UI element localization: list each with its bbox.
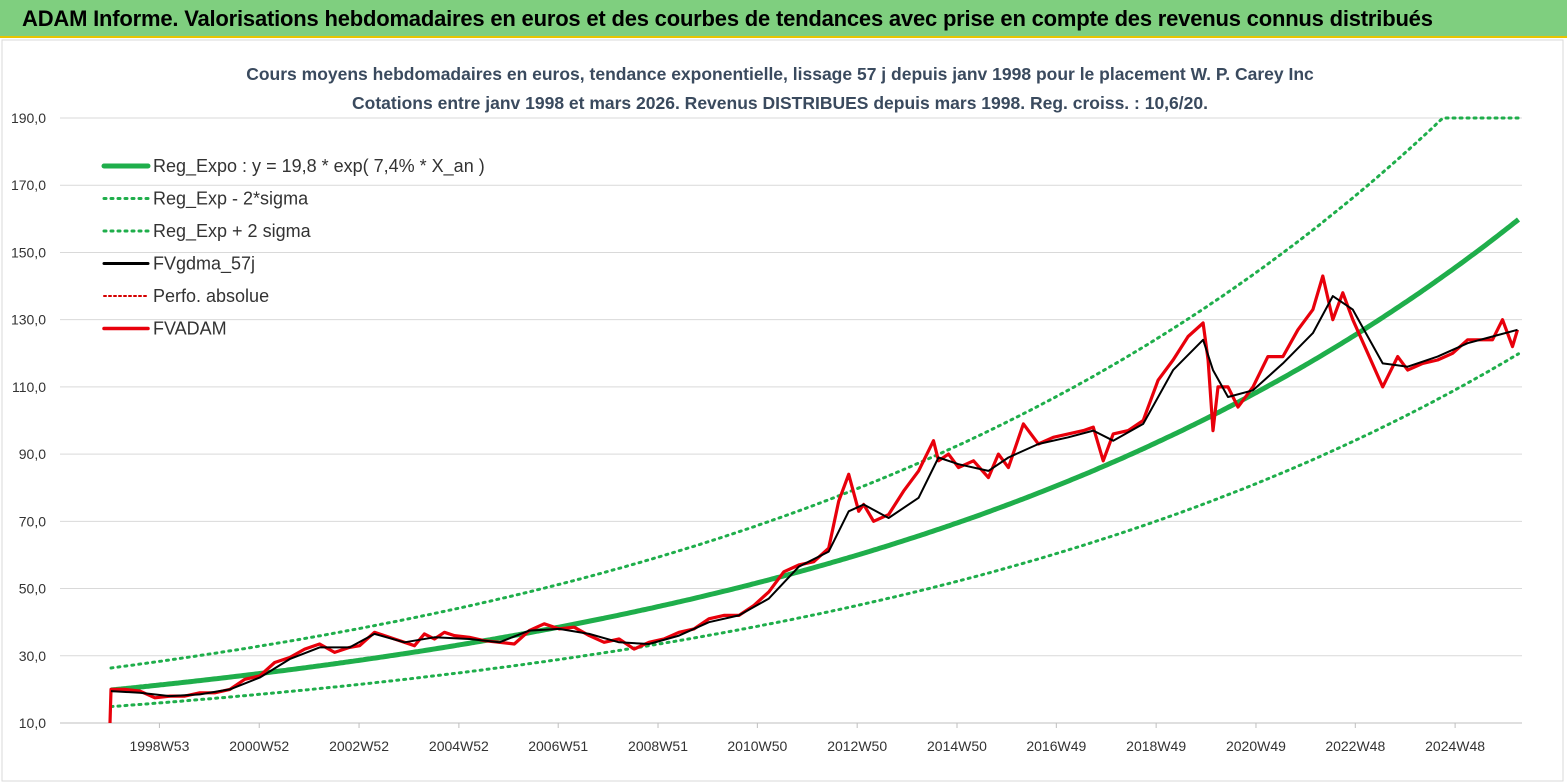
report-banner: ADAM Informe. Valorisations hebdomadaire… <box>0 0 1567 38</box>
x-tick-label: 2018W49 <box>1126 738 1186 754</box>
y-tick-label: 130,0 <box>11 312 46 328</box>
chart-title-line: Cotations entre janv 1998 et mars 2026. … <box>352 93 1208 113</box>
chart-title-line: Cours moyens hebdomadaires en euros, ten… <box>246 64 1314 84</box>
chart-title: Cours moyens hebdomadaires en euros, ten… <box>246 64 1314 113</box>
legend-label: Reg_Exp + 2 sigma <box>153 221 312 242</box>
x-tick-label: 1998W53 <box>129 738 189 754</box>
fvadam-line <box>108 274 1520 724</box>
legend-label: FVADAM <box>153 319 227 339</box>
fvgdma-57j-line <box>110 295 1518 698</box>
y-tick-label: 190,0 <box>11 110 46 126</box>
x-tick-label: 2020W49 <box>1226 738 1286 754</box>
x-tick-label: 2000W52 <box>229 738 289 754</box>
chart: 10,0 30,0 50,0 70,0 90,0 110,0 130,0 150,0 170,0… <box>1 39 1564 782</box>
chart-area: 10,0 30,0 50,0 70,0 90,0 110,0 130,0 150,0 170,0… <box>0 38 1567 783</box>
reg-exp-plus-2sigma-line <box>109 116 1520 670</box>
axes: 10,0 30,0 50,0 70,0 90,0 110,0 130,0 150,0 170,0… <box>11 110 1522 754</box>
series-layer <box>108 116 1521 724</box>
x-tick-label: 2004W52 <box>429 738 489 754</box>
x-tick-label: 2014W50 <box>927 738 987 754</box>
gridlines <box>60 117 1522 724</box>
x-tick-label: 2002W52 <box>329 738 389 754</box>
x-tick-label: 2016W49 <box>1026 738 1086 754</box>
legend-label: Perfo. absolue <box>153 286 269 306</box>
legend-label: FVgdma_57j <box>153 254 255 275</box>
x-tick-label: 2022W48 <box>1325 738 1385 754</box>
legend-label: Reg_Exp - 2*sigma <box>153 189 309 210</box>
reg-exp-minus-2sigma-line <box>109 352 1520 709</box>
x-tick-label: 2006W51 <box>528 738 588 754</box>
y-tick-label: 90,0 <box>19 446 46 462</box>
legend-label: Reg_Expo : y = 19,8 * exp( 7,4% * X_an ) <box>153 156 485 177</box>
y-tick-label: 10,0 <box>19 715 46 731</box>
y-tick-label: 50,0 <box>19 581 46 597</box>
y-tick-label: 30,0 <box>19 648 46 664</box>
y-tick-label: 70,0 <box>19 513 46 529</box>
legend: Reg_Expo : y = 19,8 * exp( 7,4% * X_an )… <box>101 156 485 339</box>
x-tick-label: 2010W50 <box>727 738 787 754</box>
chart-border <box>1 39 1564 782</box>
y-tick-label: 150,0 <box>11 244 46 260</box>
y-tick-label: 170,0 <box>11 177 46 193</box>
x-tick-label: 2008W51 <box>628 738 688 754</box>
y-tick-label: 110,0 <box>12 379 46 395</box>
reg-expo-line <box>110 217 1521 693</box>
x-tick-label: 2024W48 <box>1425 738 1485 754</box>
report-title: ADAM Informe. Valorisations hebdomadaire… <box>22 6 1433 31</box>
x-tick-label: 2012W50 <box>827 738 887 754</box>
